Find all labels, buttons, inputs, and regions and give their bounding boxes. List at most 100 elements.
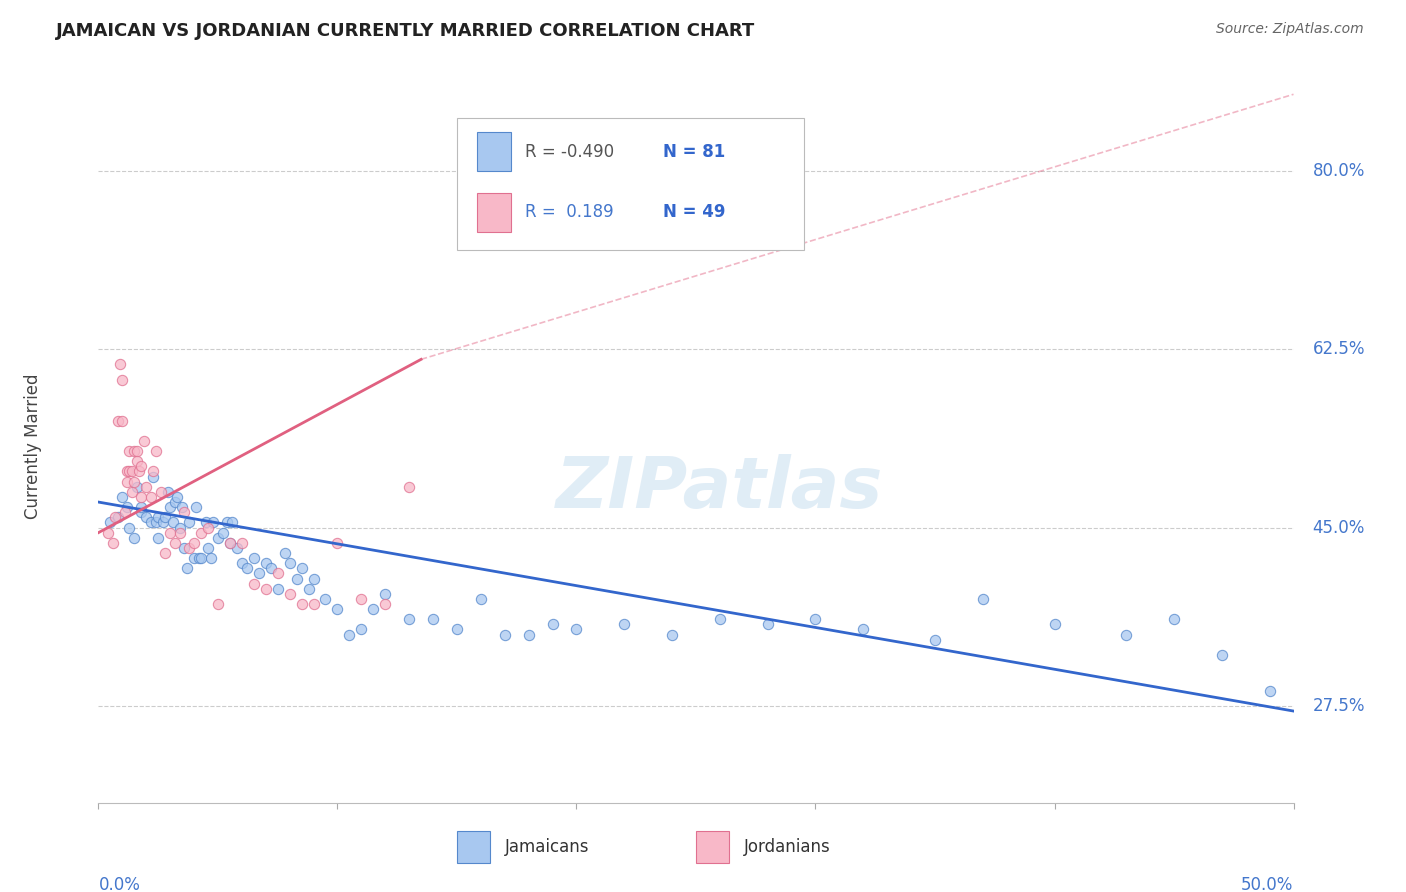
- Text: R =  0.189: R = 0.189: [524, 203, 613, 221]
- Point: [613, 617, 636, 632]
- Point: [247, 566, 270, 581]
- Point: [114, 505, 136, 519]
- Text: Jordanians: Jordanians: [744, 838, 831, 856]
- FancyBboxPatch shape: [696, 831, 730, 863]
- Point: [285, 572, 308, 586]
- Point: [173, 541, 195, 555]
- Point: [132, 434, 155, 448]
- Point: [302, 572, 325, 586]
- Point: [176, 561, 198, 575]
- Point: [298, 582, 321, 596]
- Text: 62.5%: 62.5%: [1313, 340, 1365, 359]
- Point: [302, 597, 325, 611]
- Point: [97, 525, 120, 540]
- Point: [163, 495, 186, 509]
- Point: [374, 597, 396, 611]
- Point: [278, 556, 301, 570]
- Point: [1115, 627, 1137, 641]
- Point: [235, 561, 257, 575]
- Point: [111, 413, 134, 427]
- Point: [183, 536, 205, 550]
- Point: [211, 525, 233, 540]
- Text: N = 49: N = 49: [662, 203, 725, 221]
- Point: [121, 484, 143, 499]
- Point: [207, 531, 229, 545]
- Point: [231, 556, 253, 570]
- Point: [398, 480, 420, 494]
- Point: [148, 510, 170, 524]
- Point: [107, 510, 129, 524]
- Text: JAMAICAN VS JORDANIAN CURRENTLY MARRIED CORRELATION CHART: JAMAICAN VS JORDANIAN CURRENTLY MARRIED …: [56, 22, 755, 40]
- Point: [124, 531, 146, 545]
- Point: [186, 500, 208, 515]
- Point: [131, 459, 153, 474]
- Point: [350, 623, 373, 637]
- Point: [131, 505, 153, 519]
- Point: [1258, 683, 1281, 698]
- Point: [124, 444, 146, 458]
- Point: [125, 454, 148, 468]
- Point: [972, 591, 994, 606]
- Point: [152, 516, 174, 530]
- Point: [254, 582, 277, 596]
- Point: [315, 591, 337, 606]
- Text: Jamaicans: Jamaicans: [505, 838, 589, 856]
- Point: [219, 536, 242, 550]
- Text: R = -0.490: R = -0.490: [524, 143, 614, 161]
- Point: [111, 373, 134, 387]
- Point: [852, 623, 875, 637]
- Point: [254, 556, 277, 570]
- Point: [517, 627, 540, 641]
- Point: [243, 551, 266, 566]
- Point: [187, 551, 209, 566]
- Point: [398, 612, 420, 626]
- Point: [169, 525, 191, 540]
- Point: [231, 536, 253, 550]
- Point: [470, 591, 492, 606]
- FancyBboxPatch shape: [477, 193, 510, 232]
- Point: [179, 541, 201, 555]
- Point: [197, 541, 219, 555]
- Point: [155, 546, 177, 560]
- Point: [118, 520, 141, 534]
- Point: [494, 627, 516, 641]
- Point: [159, 500, 181, 515]
- Point: [169, 520, 191, 534]
- Point: [148, 531, 170, 545]
- Point: [128, 465, 150, 479]
- Point: [115, 465, 138, 479]
- Point: [108, 358, 131, 372]
- Point: [172, 500, 194, 515]
- Text: N = 81: N = 81: [662, 143, 724, 161]
- Point: [267, 566, 290, 581]
- Point: [219, 536, 242, 550]
- Point: [200, 551, 222, 566]
- Text: 27.5%: 27.5%: [1313, 697, 1365, 715]
- Point: [101, 536, 124, 550]
- Text: ZIPatlas: ZIPatlas: [557, 454, 883, 524]
- Point: [290, 561, 312, 575]
- Point: [149, 484, 172, 499]
- Point: [135, 480, 157, 494]
- Point: [226, 541, 249, 555]
- Point: [111, 490, 134, 504]
- Point: [163, 536, 186, 550]
- Point: [125, 444, 148, 458]
- Point: [709, 612, 731, 626]
- Point: [139, 516, 162, 530]
- Point: [1163, 612, 1185, 626]
- Point: [142, 465, 165, 479]
- Point: [804, 612, 827, 626]
- Point: [422, 612, 444, 626]
- Point: [446, 623, 468, 637]
- Point: [104, 510, 127, 524]
- Point: [337, 627, 360, 641]
- Point: [374, 587, 396, 601]
- Text: Currently Married: Currently Married: [24, 373, 42, 519]
- Point: [1043, 617, 1066, 632]
- Point: [243, 576, 266, 591]
- Text: 45.0%: 45.0%: [1313, 518, 1365, 537]
- Point: [202, 516, 225, 530]
- Point: [135, 510, 157, 524]
- Point: [107, 413, 129, 427]
